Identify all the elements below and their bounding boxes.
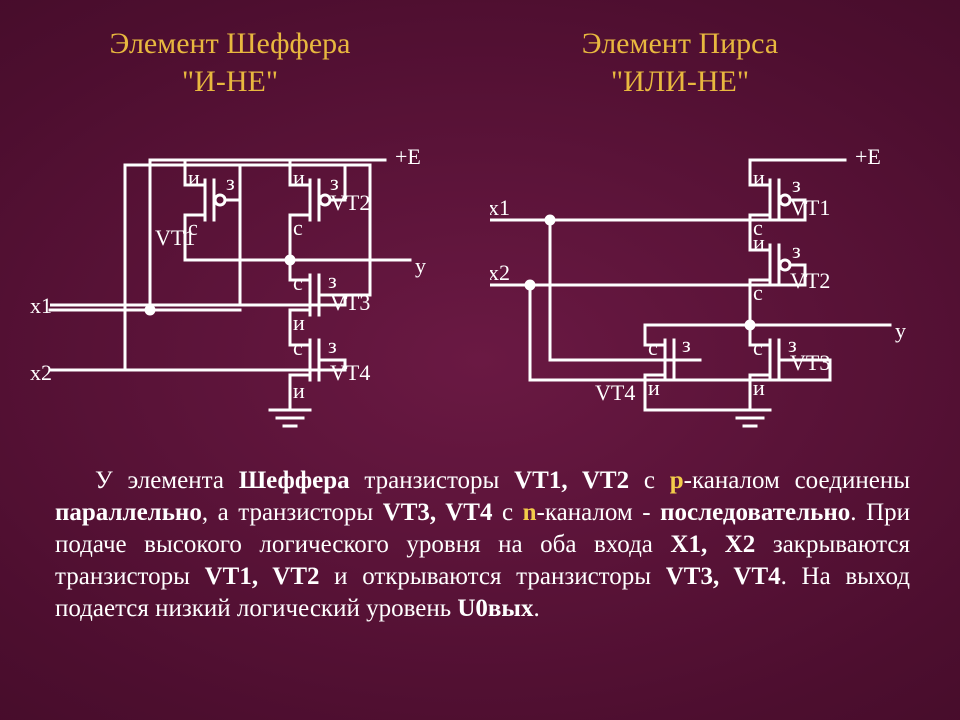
svg-text:з: з xyxy=(792,172,801,197)
svg-text:з: з xyxy=(328,268,337,293)
svg-text:з: з xyxy=(682,332,691,357)
svg-text:и: и xyxy=(753,165,765,190)
svg-text:з: з xyxy=(328,333,337,358)
title-right-line2: "ИЛИ-НЕ" xyxy=(611,65,749,98)
svg-text:и: и xyxy=(753,375,765,400)
label-vt2: VT2 xyxy=(790,268,830,293)
svg-text:з: з xyxy=(330,170,339,195)
svg-text:и: и xyxy=(648,375,660,400)
svg-text:и: и xyxy=(293,378,305,403)
label-supply: +E xyxy=(855,144,881,169)
label-vt1: VT1 xyxy=(790,195,830,220)
title-right: Элемент Пирса "ИЛИ-НЕ" xyxy=(500,25,860,100)
svg-text:и: и xyxy=(293,165,305,190)
label-x2: x2 xyxy=(30,360,52,385)
svg-text:з: з xyxy=(792,238,801,263)
title-right-line1: Элемент Пирса xyxy=(582,27,778,60)
label-y: y xyxy=(415,253,426,278)
svg-text:з: з xyxy=(788,332,797,357)
svg-text:с: с xyxy=(648,335,658,360)
label-x1: x1 xyxy=(30,293,52,318)
svg-text:и: и xyxy=(188,165,200,190)
svg-text:и: и xyxy=(293,310,305,335)
diagram-nand: +E y x1 x2 VT1 VT2 VT3 VT4 и с з и с з с… xyxy=(30,130,470,450)
svg-text:с: с xyxy=(293,270,303,295)
svg-text:с: с xyxy=(293,215,303,240)
title-left-line2: "И-НЕ" xyxy=(182,65,278,98)
diagram-nor: +E y x1 x2 VT1 VT2 VT3 VT4 и с з и с з с… xyxy=(490,130,930,450)
title-left: Элемент Шеффера "И-НЕ" xyxy=(50,25,410,100)
label-vt3: VT3 xyxy=(330,290,370,315)
svg-text:з: з xyxy=(226,170,235,195)
label-vt4: VT4 xyxy=(595,380,635,405)
svg-text:с: с xyxy=(188,215,198,240)
label-supply: +E xyxy=(395,144,421,169)
svg-text:с: с xyxy=(753,335,763,360)
label-vt4: VT4 xyxy=(330,360,370,385)
svg-text:с: с xyxy=(753,280,763,305)
title-left-line1: Элемент Шеффера xyxy=(110,27,351,60)
label-y: y xyxy=(895,318,906,343)
label-x1: x1 xyxy=(490,195,510,220)
label-x2: x2 xyxy=(490,260,510,285)
svg-text:и: и xyxy=(753,230,765,255)
description-paragraph: У элемента Шеффера транзисторы VT1, VT2 … xyxy=(55,465,910,625)
svg-text:с: с xyxy=(293,335,303,360)
